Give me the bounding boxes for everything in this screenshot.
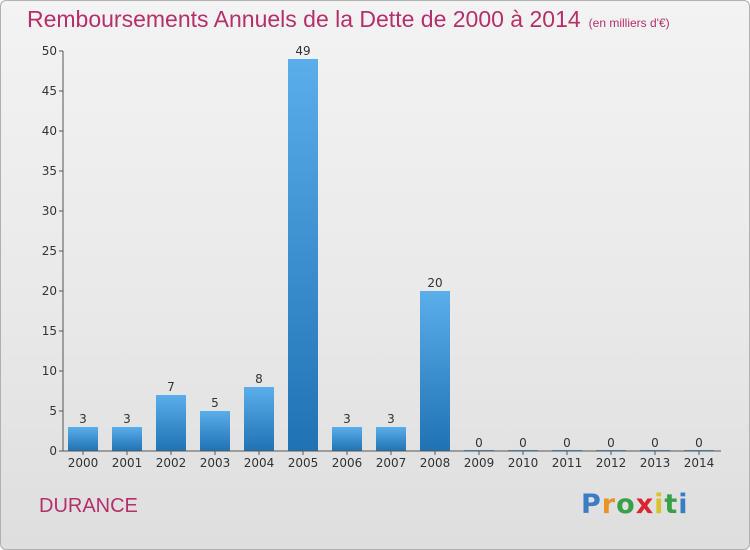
bar-2001	[112, 427, 142, 451]
y-tick-label-40: 40	[42, 124, 57, 138]
x-tick-label-2006: 2006	[332, 456, 363, 470]
y-tick-label-35: 35	[42, 164, 57, 178]
bar-value-label-2003: 5	[211, 396, 219, 410]
logo-letter: t	[664, 489, 679, 520]
bar-value-label-2000: 3	[79, 412, 87, 426]
x-tick-label-2011: 2011	[552, 456, 583, 470]
x-tick-label-2002: 2002	[156, 456, 187, 470]
x-tick-label-2005: 2005	[288, 456, 319, 470]
bar-value-label-2013: 0	[651, 436, 659, 450]
bar-value-label-2014: 0	[695, 436, 703, 450]
bar-value-label-2007: 3	[387, 412, 395, 426]
x-tick-label-2010: 2010	[508, 456, 539, 470]
axes-layer	[59, 50, 721, 455]
bar-2005	[288, 59, 318, 451]
bar-value-label-2005: 49	[295, 44, 310, 58]
x-tick-label-2009: 2009	[464, 456, 495, 470]
logo-letter: x	[635, 489, 655, 520]
x-tick-label-2001: 2001	[112, 456, 143, 470]
bar-value-label-2011: 0	[563, 436, 571, 450]
x-tick-label-2008: 2008	[420, 456, 451, 470]
title-unit: (en milliers d'€)	[588, 16, 670, 30]
bar-value-label-2009: 0	[475, 436, 483, 450]
bar-value-label-2002: 7	[167, 380, 175, 394]
commune-name: DURANCE	[39, 495, 138, 517]
bar-2003	[200, 411, 230, 451]
x-tick-label-2012: 2012	[596, 456, 627, 470]
bar-value-label-2001: 3	[123, 412, 131, 426]
bar-value-label-2012: 0	[607, 436, 615, 450]
bar-value-label-2010: 0	[519, 436, 527, 450]
x-tick-label-2004: 2004	[244, 456, 275, 470]
y-tick-label-45: 45	[42, 84, 57, 98]
y-tick-label-0: 0	[49, 444, 57, 458]
x-tick-label-2003: 2003	[200, 456, 231, 470]
y-tick-label-25: 25	[42, 244, 57, 258]
x-tick-label-2007: 2007	[376, 456, 407, 470]
bar-2007	[376, 427, 406, 451]
y-tick-label-15: 15	[42, 324, 57, 338]
chart-title: Remboursements Annuels de la Dette de 20…	[27, 6, 717, 42]
bar-2008	[420, 291, 450, 451]
title-text: Remboursements Annuels de la Dette de 20…	[27, 6, 581, 32]
bar-2002	[156, 395, 186, 451]
logo-letter: o	[616, 489, 636, 520]
labels-layer: 3200032001720025200382004492005320063200…	[42, 44, 715, 470]
bar-value-label-2008: 20	[427, 276, 442, 290]
y-tick-label-5: 5	[49, 404, 57, 418]
y-tick-label-20: 20	[42, 284, 57, 298]
logo-letter: i	[678, 489, 689, 520]
bar-2006	[332, 427, 362, 451]
x-tick-label-2000: 2000	[68, 456, 99, 470]
y-tick-label-50: 50	[42, 44, 57, 58]
logo-letter: i	[654, 489, 665, 520]
proxiti-logo: Proxiti	[581, 489, 701, 529]
y-tick-label-30: 30	[42, 204, 57, 218]
logo-letter: P	[581, 489, 602, 520]
bar-2000	[68, 427, 98, 451]
x-tick-label-2013: 2013	[640, 456, 671, 470]
x-tick-label-2014: 2014	[684, 456, 715, 470]
y-tick-label-10: 10	[42, 364, 57, 378]
bar-value-label-2004: 8	[255, 372, 263, 386]
bar-2004	[244, 387, 274, 451]
logo-letter: r	[601, 489, 617, 520]
bars-layer	[68, 59, 714, 451]
bar-value-label-2006: 3	[343, 412, 351, 426]
